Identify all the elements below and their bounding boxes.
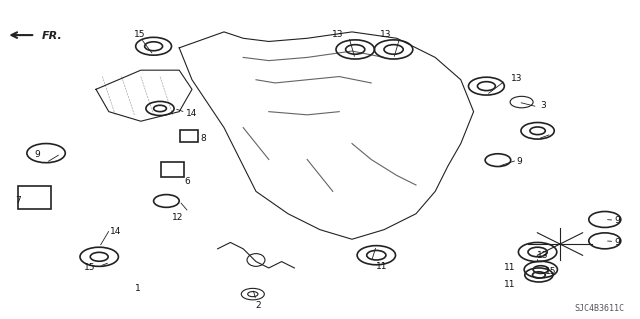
Text: 9: 9 bbox=[614, 238, 620, 247]
Text: 15: 15 bbox=[134, 30, 145, 39]
Text: FR.: FR. bbox=[42, 31, 62, 41]
Text: SJC4B3611C: SJC4B3611C bbox=[574, 304, 624, 313]
Text: 11: 11 bbox=[504, 280, 515, 289]
Text: 9: 9 bbox=[614, 216, 620, 225]
Text: 13: 13 bbox=[537, 251, 548, 260]
Text: 3: 3 bbox=[540, 101, 545, 110]
Text: 15: 15 bbox=[545, 267, 556, 276]
Text: 9: 9 bbox=[517, 157, 522, 166]
Text: 13: 13 bbox=[332, 30, 344, 39]
Text: 13: 13 bbox=[380, 30, 391, 39]
Text: 15: 15 bbox=[84, 263, 95, 272]
Text: 9: 9 bbox=[35, 150, 40, 159]
Text: 11: 11 bbox=[376, 262, 387, 271]
Text: 2: 2 bbox=[255, 301, 260, 310]
Text: 7: 7 bbox=[15, 197, 20, 205]
Text: 6: 6 bbox=[184, 177, 189, 186]
Text: 1: 1 bbox=[135, 284, 140, 293]
Text: 14: 14 bbox=[186, 109, 198, 118]
Text: 8: 8 bbox=[201, 134, 206, 143]
Text: 14: 14 bbox=[109, 227, 121, 236]
Text: 12: 12 bbox=[172, 213, 184, 222]
Text: 13: 13 bbox=[511, 74, 523, 83]
Text: 11: 11 bbox=[504, 263, 515, 272]
